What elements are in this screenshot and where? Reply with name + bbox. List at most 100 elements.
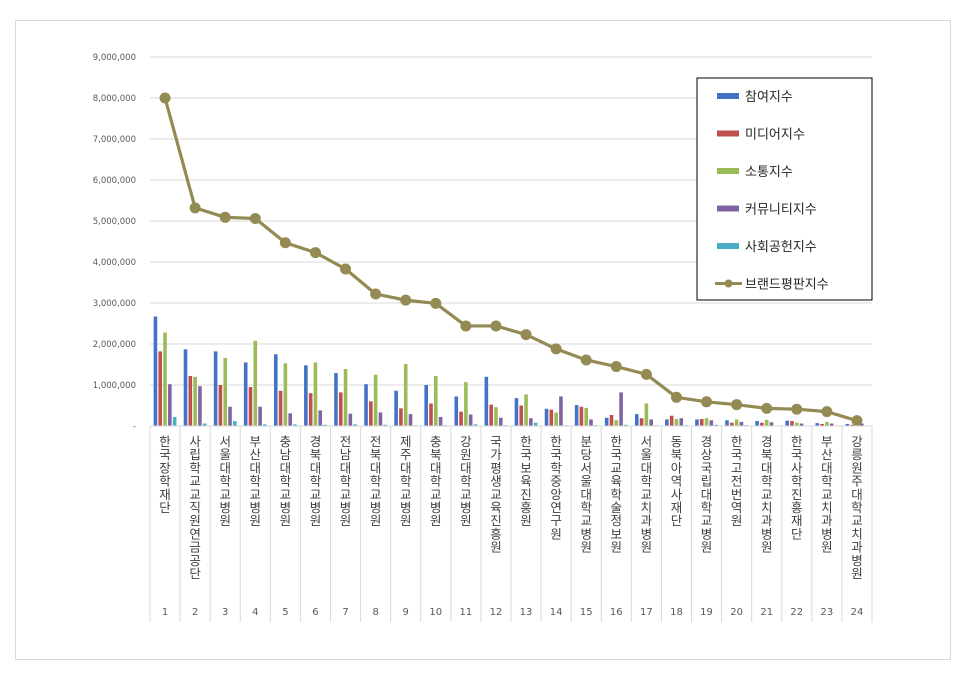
line-point [731,399,743,411]
bar-참여지수 [574,405,579,426]
bar-참여지수 [484,376,489,426]
category-index: 10 [429,607,442,618]
bar-소통지수 [253,340,258,426]
line-point [340,263,352,275]
bar-소통지수 [403,364,408,426]
legend-swatch [717,168,739,174]
category-index: 18 [670,607,683,618]
bar-소통지수 [343,369,348,426]
bar-참여지수 [514,398,519,426]
bar-미디어지수 [699,419,704,426]
bar-커뮤니티지수 [769,422,774,426]
bar-커뮤니티지수 [168,384,172,426]
bar-소통지수 [764,419,769,426]
bar-참여지수 [304,365,308,426]
legend-label: 미디어지수 [745,128,805,143]
legend-swatch [717,243,739,249]
legend-label: 브랜드평판지수 [745,278,829,293]
bar-참여지수 [334,373,338,426]
bar-미디어지수 [158,351,163,426]
bar-미디어지수 [730,422,734,426]
bar-미디어지수 [519,405,524,426]
line-point [430,297,442,309]
category-index: 8 [372,607,378,618]
line-point [249,213,261,225]
line-point [761,402,773,414]
bar-참여지수 [454,396,459,426]
bar-미디어지수 [338,392,343,426]
legend-swatch [717,93,739,99]
bar-미디어지수 [218,385,223,426]
bar-커뮤니티지수 [859,423,864,426]
line-point [189,202,201,214]
bar-커뮤니티지수 [348,413,353,426]
bar-커뮤니티지수 [468,414,473,426]
y-tick-label: 7,000,000 [93,135,136,145]
bar-미디어지수 [609,414,614,426]
bar-참여지수 [183,349,188,426]
bar-소통지수 [524,394,528,426]
category-index: 9 [403,607,409,618]
bar-미디어지수 [429,403,433,426]
bar-미디어지수 [308,393,313,426]
bar-참여지수 [604,417,609,426]
bar-참여지수 [845,423,850,426]
y-tick-label: 2,000,000 [93,340,136,350]
bar-미디어지수 [248,387,253,426]
legend-swatch-marker [724,279,733,288]
bar-미디어지수 [549,409,554,426]
bar-소통지수 [794,422,799,426]
bar-미디어지수 [579,406,584,426]
bar-사회공헌지수 [233,421,237,426]
bar-참여지수 [725,420,729,426]
legend-box [696,77,873,301]
category-index: 15 [580,607,593,618]
bar-사회공헌지수 [714,424,718,426]
line-point [309,247,321,259]
bar-사회공헌지수 [383,424,388,426]
category-index: 17 [640,607,653,618]
category-index: 14 [550,607,563,618]
bar-커뮤니티지수 [318,410,323,426]
bar-커뮤니티지수 [649,419,653,426]
category-index: 19 [700,607,713,618]
bar-소통지수 [313,362,318,426]
category-index: 22 [790,607,803,618]
category-index: 7 [342,607,348,618]
bar-미디어지수 [369,401,373,426]
y-tick-label: 8,000,000 [93,94,136,104]
bar-사회공헌지수 [293,424,297,426]
bar-커뮤니티지수 [258,406,262,426]
line-point [701,396,713,408]
line-point [370,288,382,300]
bar-커뮤니티지수 [438,416,443,426]
category-index: 13 [520,607,533,618]
bar-소통지수 [584,407,589,426]
line-point [219,211,231,223]
bar-미디어지수 [639,418,644,426]
bar-사회공헌지수 [202,423,207,426]
bar-참여지수 [243,362,248,426]
bar-미디어지수 [760,422,764,426]
y-tick-label: - [133,422,136,432]
category-index: 21 [760,607,773,618]
bar-커뮤니티지수 [198,386,202,426]
bar-소통지수 [614,420,619,426]
line-series [159,92,863,427]
bar-소통지수 [223,357,228,426]
bar-미디어지수 [278,390,283,426]
